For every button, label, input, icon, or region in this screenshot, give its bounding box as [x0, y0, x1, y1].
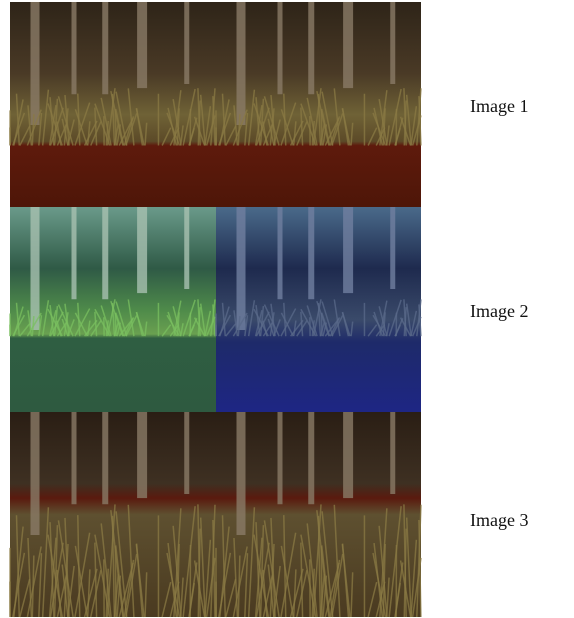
- tree-trunk: [390, 2, 395, 84]
- tree-trunk: [343, 2, 353, 88]
- tree-trunk: [390, 207, 395, 289]
- row-label: Image 2: [470, 301, 528, 321]
- tree-trunk: [184, 2, 189, 84]
- tree-trunk: [237, 412, 246, 535]
- tree-trunk: [31, 412, 40, 535]
- tree-trunk: [102, 2, 108, 94]
- page: Image 1 Image 2 Image 3 (() => { const d…: [0, 0, 574, 618]
- tree-trunk: [390, 412, 395, 494]
- tree-trunk: [72, 207, 77, 299]
- tree-trunk: [308, 412, 314, 504]
- tree-trunk: [31, 2, 40, 125]
- tree-trunk: [343, 412, 353, 498]
- tree-trunk: [31, 207, 40, 330]
- tree-trunk: [137, 2, 147, 88]
- tree-trunk: [184, 207, 189, 289]
- tree-trunk: [308, 2, 314, 94]
- tree-trunk: [102, 207, 108, 299]
- tree-trunk: [308, 207, 314, 299]
- tree-trunk: [278, 207, 283, 299]
- row-label: Image 3: [470, 510, 528, 530]
- tree-trunk: [137, 412, 147, 498]
- tree-trunk: [278, 412, 283, 504]
- tree-trunk: [278, 2, 283, 94]
- tree-trunk: [184, 412, 189, 494]
- tree-trunk: [343, 207, 353, 293]
- tree-trunk: [237, 2, 246, 125]
- tree-trunk: [72, 412, 77, 504]
- tree-trunk: [237, 207, 246, 330]
- row-label: Image 1: [470, 96, 528, 116]
- figure: Image 1 Image 2 Image 3: [0, 0, 574, 618]
- tree-trunk: [102, 412, 108, 504]
- tree-trunk: [72, 2, 77, 94]
- tree-trunk: [137, 207, 147, 293]
